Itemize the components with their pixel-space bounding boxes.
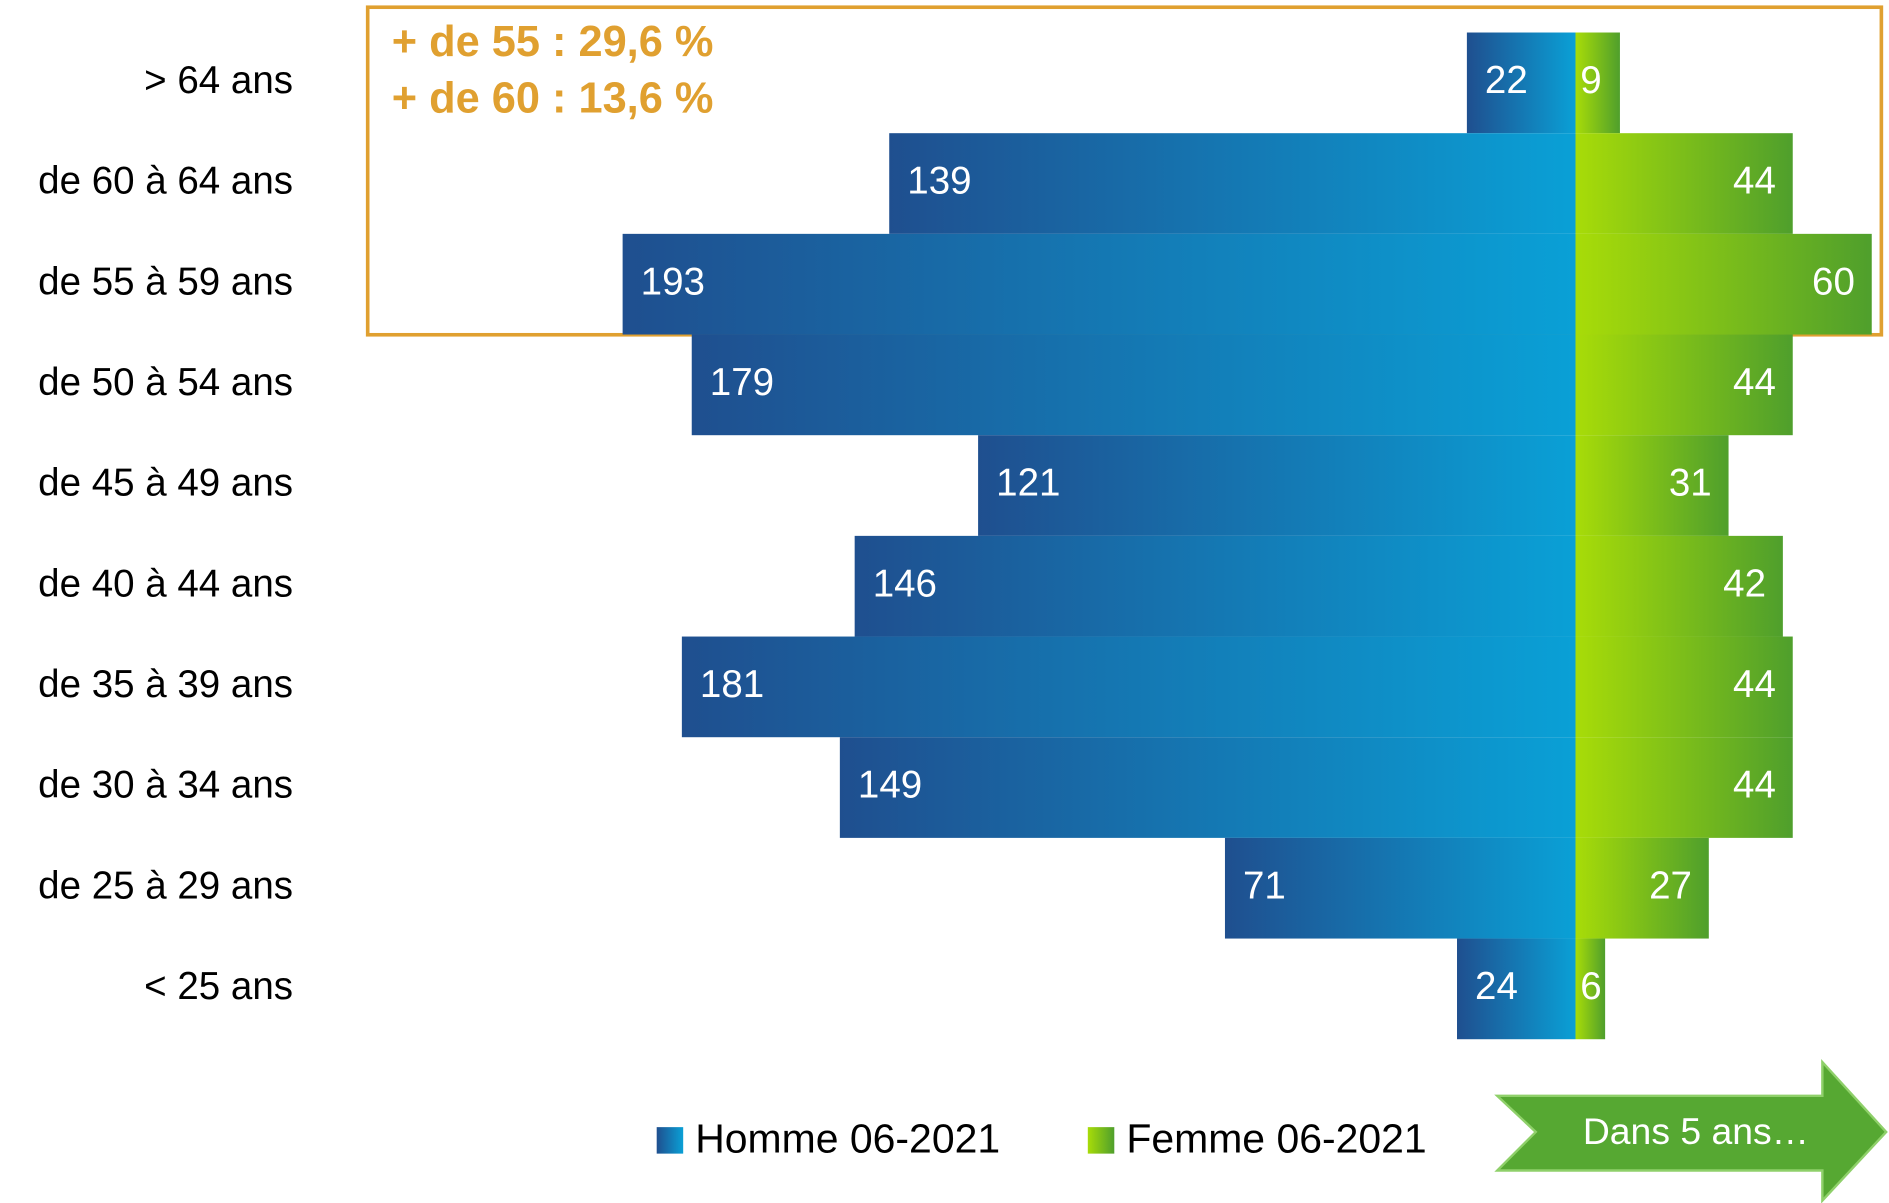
- y-tick-label: de 55 à 59 ans: [38, 260, 293, 303]
- y-tick-label: de 50 à 54 ans: [38, 361, 293, 404]
- bar: [1575, 737, 1793, 838]
- value-label: 179: [710, 361, 774, 404]
- bar: [1466, 32, 1576, 134]
- bar: [1575, 233, 1872, 335]
- y-tick-label: de 45 à 49 ans: [38, 462, 293, 505]
- y-tick-label: < 25 ans: [144, 965, 293, 1008]
- value-label: 22: [1485, 59, 1528, 102]
- annotation: + de 60 : 13,6 %: [392, 75, 714, 123]
- legend-label: Homme 06-2021: [695, 1115, 1000, 1161]
- value-label: 44: [1733, 663, 1776, 706]
- value-label: 42: [1723, 562, 1766, 605]
- bar: [1575, 636, 1793, 738]
- y-tick-label: de 35 à 39 ans: [38, 663, 293, 706]
- button-label[interactable]: Dans 5 ans…: [1583, 1110, 1809, 1152]
- value-label: 193: [641, 260, 705, 303]
- value-label: 44: [1733, 160, 1776, 203]
- value-label: 121: [996, 462, 1060, 505]
- bar: [889, 133, 1576, 234]
- value-label: 24: [1475, 965, 1518, 1008]
- value-label: 181: [700, 663, 764, 706]
- bar: [1575, 535, 1783, 637]
- y-tick-label: de 60 à 64 ans: [38, 160, 293, 203]
- bar: [681, 636, 1576, 738]
- bar: [691, 334, 1576, 436]
- bar: [1575, 32, 1620, 134]
- bar: [854, 535, 1576, 637]
- bar: [1575, 837, 1709, 939]
- bar: [1575, 435, 1729, 536]
- y-tick-label: > 64 ans: [144, 59, 293, 102]
- value-label: 44: [1733, 764, 1776, 807]
- arrow-shape[interactable]: [1494, 1059, 1888, 1203]
- legend-swatch: [656, 1127, 684, 1154]
- value-label: 31: [1669, 462, 1712, 505]
- value-label: 9: [1580, 59, 1601, 102]
- value-label: 139: [907, 160, 971, 203]
- bar: [1575, 938, 1606, 1040]
- y-tick-label: de 40 à 44 ans: [38, 562, 293, 605]
- value-label: 44: [1733, 361, 1776, 404]
- legend-swatch: [1087, 1127, 1115, 1154]
- y-tick-label: de 25 à 29 ans: [38, 864, 293, 907]
- y-tick-label: de 30 à 34 ans: [38, 764, 293, 807]
- value-label: 146: [873, 562, 937, 605]
- bar: [1224, 837, 1576, 939]
- next-button[interactable]: Dans 5 ans…: [1494, 1059, 1888, 1203]
- value-label: 60: [1812, 260, 1855, 303]
- value-label: 6: [1580, 965, 1601, 1008]
- bar: [978, 435, 1576, 536]
- bar: [622, 233, 1576, 335]
- bar: [839, 737, 1576, 838]
- bar: [1575, 133, 1793, 234]
- value-label: 149: [858, 764, 922, 807]
- bar: [1575, 334, 1793, 436]
- annotation: + de 55 : 29,6 %: [392, 18, 714, 66]
- value-label: 27: [1649, 864, 1692, 907]
- value-label: 71: [1243, 864, 1286, 907]
- bar: [1457, 938, 1576, 1040]
- legend-label: Femme 06-2021: [1126, 1115, 1426, 1161]
